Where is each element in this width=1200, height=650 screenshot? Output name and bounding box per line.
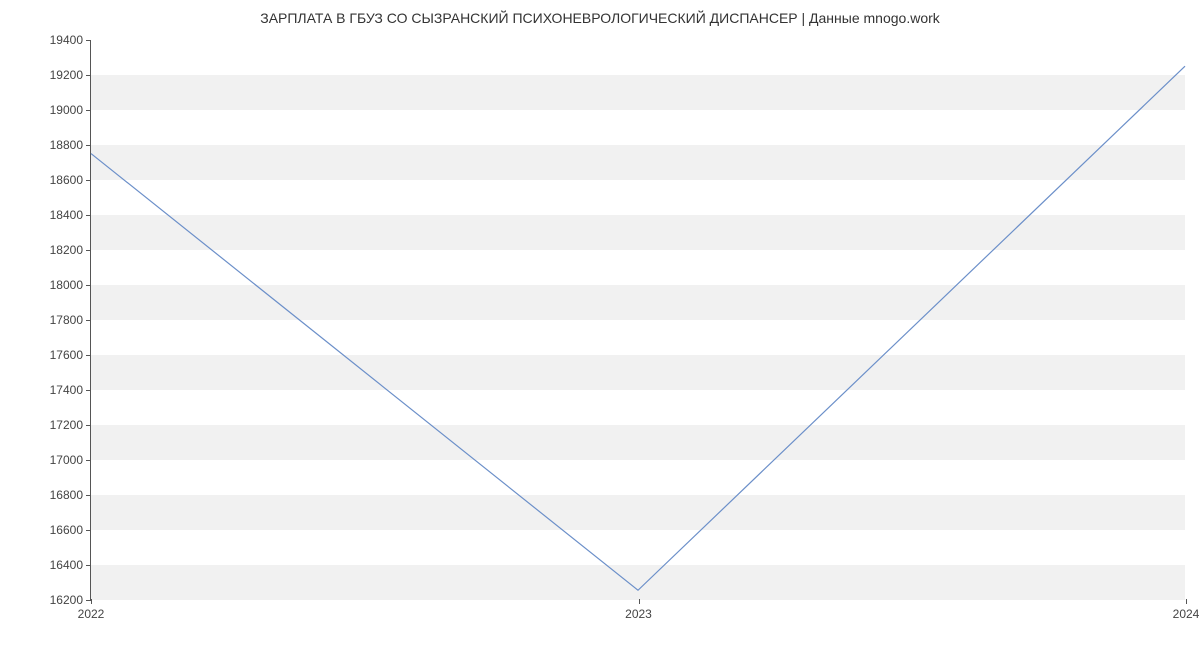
line-series bbox=[91, 40, 1185, 599]
y-tick-mark bbox=[86, 425, 91, 426]
y-tick-mark bbox=[86, 355, 91, 356]
y-tick-mark bbox=[86, 145, 91, 146]
y-tick-mark bbox=[86, 180, 91, 181]
y-tick-mark bbox=[86, 40, 91, 41]
y-tick-label: 16600 bbox=[50, 523, 91, 537]
y-tick-mark bbox=[86, 530, 91, 531]
y-tick-mark bbox=[86, 390, 91, 391]
y-tick-label: 16800 bbox=[50, 488, 91, 502]
y-tick-mark bbox=[86, 460, 91, 461]
y-tick-label: 18200 bbox=[50, 243, 91, 257]
x-tick-mark bbox=[639, 599, 640, 604]
y-tick-label: 16400 bbox=[50, 558, 91, 572]
plot-area: 1620016400166001680017000172001740017600… bbox=[90, 40, 1185, 600]
y-tick-mark bbox=[86, 285, 91, 286]
y-tick-mark bbox=[86, 110, 91, 111]
y-tick-mark bbox=[86, 250, 91, 251]
y-tick-label: 17000 bbox=[50, 453, 91, 467]
y-tick-mark bbox=[86, 320, 91, 321]
x-tick-mark bbox=[91, 599, 92, 604]
y-tick-mark bbox=[86, 565, 91, 566]
y-tick-label: 17600 bbox=[50, 348, 91, 362]
salary-line bbox=[91, 66, 1185, 590]
y-tick-label: 18600 bbox=[50, 173, 91, 187]
y-tick-mark bbox=[86, 495, 91, 496]
y-tick-label: 19000 bbox=[50, 103, 91, 117]
y-tick-mark bbox=[86, 215, 91, 216]
y-tick-label: 18000 bbox=[50, 278, 91, 292]
y-tick-label: 17800 bbox=[50, 313, 91, 327]
y-tick-label: 17400 bbox=[50, 383, 91, 397]
y-tick-label: 18400 bbox=[50, 208, 91, 222]
y-tick-label: 19200 bbox=[50, 68, 91, 82]
salary-line-chart: ЗАРПЛАТА В ГБУЗ СО СЫЗРАНСКИЙ ПСИХОНЕВРО… bbox=[0, 0, 1200, 650]
y-tick-mark bbox=[86, 75, 91, 76]
y-tick-label: 18800 bbox=[50, 138, 91, 152]
y-tick-label: 19400 bbox=[50, 33, 91, 47]
y-tick-label: 17200 bbox=[50, 418, 91, 432]
chart-title: ЗАРПЛАТА В ГБУЗ СО СЫЗРАНСКИЙ ПСИХОНЕВРО… bbox=[0, 10, 1200, 26]
x-tick-mark bbox=[1186, 599, 1187, 604]
